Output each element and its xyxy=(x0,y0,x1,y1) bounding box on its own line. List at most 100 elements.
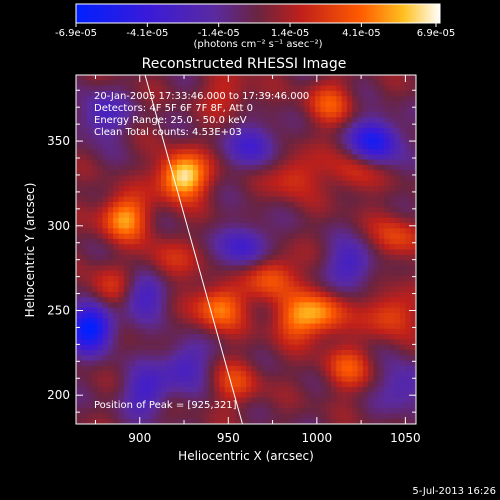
heatmap-cell xyxy=(246,191,252,198)
heatmap-cell xyxy=(240,355,247,362)
heatmap-cell xyxy=(113,175,120,182)
heatmap-cell xyxy=(336,106,343,113)
heatmap-cell xyxy=(139,392,146,399)
heatmap-cell xyxy=(267,371,274,378)
heatmap-cell xyxy=(357,323,364,330)
heatmap-cell xyxy=(107,228,114,235)
heatmap-cell xyxy=(240,217,247,224)
heatmap-cell xyxy=(246,397,252,404)
heatmap-cell xyxy=(331,112,337,118)
heatmap-cell xyxy=(235,106,242,113)
heatmap-cell xyxy=(102,217,109,224)
heatmap-cell xyxy=(373,112,380,118)
heatmap-cell xyxy=(410,381,416,388)
heatmap-cell xyxy=(145,85,151,92)
heatmap-cell xyxy=(410,186,416,192)
heatmap-cell xyxy=(139,112,146,118)
heatmap-cell xyxy=(208,302,215,309)
heatmap-cell xyxy=(91,80,98,87)
heatmap-cell xyxy=(224,138,231,145)
heatmap-cell xyxy=(214,323,221,330)
heatmap-cell xyxy=(320,244,327,251)
heatmap-cell xyxy=(161,260,167,266)
heatmap-cell xyxy=(182,180,189,187)
heatmap-cell xyxy=(373,196,380,203)
heatmap-cell xyxy=(378,365,385,372)
heatmap-cell xyxy=(400,307,406,314)
heatmap-cell xyxy=(336,159,343,166)
heatmap-cell xyxy=(166,397,173,404)
heatmap-cell xyxy=(161,80,167,87)
heatmap-cell xyxy=(246,90,252,97)
heatmap-cell xyxy=(315,223,321,229)
heatmap-cell xyxy=(182,159,189,166)
heatmap-cell xyxy=(272,344,279,351)
heatmap-cell xyxy=(240,307,247,314)
heatmap-cell xyxy=(102,307,109,314)
heatmap-cell xyxy=(192,349,199,356)
heatmap-cell xyxy=(134,244,141,251)
heatmap-cell xyxy=(123,212,130,219)
heatmap-cell xyxy=(325,127,332,134)
heatmap-cell xyxy=(123,286,130,293)
heatmap-cell xyxy=(224,392,231,399)
heatmap-cell xyxy=(235,164,242,171)
heatmap-cell xyxy=(230,365,236,372)
heatmap-cell xyxy=(357,149,364,155)
heatmap-cell xyxy=(400,386,406,393)
heatmap-cell xyxy=(182,254,189,261)
heatmap-cell xyxy=(176,344,183,351)
heatmap-cell xyxy=(389,275,396,282)
heatmap-cell xyxy=(123,328,130,335)
heatmap-cell xyxy=(91,402,98,409)
heatmap-cell xyxy=(293,360,300,367)
heatmap-cell xyxy=(256,80,263,87)
heatmap-cell xyxy=(219,291,226,298)
heatmap-cell xyxy=(176,413,183,420)
heatmap-cell xyxy=(134,371,141,378)
heatmap-cell xyxy=(208,339,215,346)
heatmap-cell xyxy=(214,334,221,340)
heatmap-cell xyxy=(368,143,375,150)
heatmap-cell xyxy=(299,286,306,293)
heatmap-cell xyxy=(219,307,226,314)
heatmap-cell xyxy=(219,355,226,362)
heatmap-cell xyxy=(394,275,401,282)
heatmap-cell xyxy=(405,106,412,113)
heatmap-cell xyxy=(331,201,337,208)
heatmap-cell xyxy=(129,85,136,92)
heatmap-cell xyxy=(91,318,98,325)
heatmap-cell xyxy=(410,127,416,134)
heatmap-cell xyxy=(267,339,274,346)
heatmap-cell xyxy=(198,143,205,150)
heatmap-cell xyxy=(325,244,332,251)
heatmap-cell xyxy=(267,175,274,182)
heatmap-cell xyxy=(256,175,263,182)
heatmap-cell xyxy=(203,180,210,187)
heatmap-cell xyxy=(320,207,327,214)
heatmap-cell xyxy=(118,159,125,166)
heatmap-cell xyxy=(224,360,231,367)
heatmap-cell xyxy=(86,238,93,245)
heatmap-cell xyxy=(368,392,375,399)
heatmap-cell xyxy=(145,191,151,198)
heatmap-cell xyxy=(166,127,173,134)
heatmap-cell xyxy=(208,307,215,314)
heatmap-cell xyxy=(384,180,391,187)
heatmap-cell xyxy=(235,196,242,203)
y-axis-label: Heliocentric Y (arcsec) xyxy=(23,183,37,318)
heatmap-cell xyxy=(182,122,189,129)
heatmap-cell xyxy=(166,371,173,378)
heatmap-cell xyxy=(267,122,274,129)
heatmap-cell xyxy=(277,138,284,145)
heatmap-cell xyxy=(203,281,210,288)
heatmap-cell xyxy=(235,376,242,383)
heatmap-cell xyxy=(224,408,231,415)
heatmap-cell xyxy=(102,381,109,388)
heatmap-cell xyxy=(161,175,167,182)
heatmap-cell xyxy=(277,323,284,330)
heatmap-cell xyxy=(362,122,369,129)
heatmap-cell xyxy=(277,212,284,219)
heatmap-cell xyxy=(309,127,316,134)
heatmap-cell xyxy=(309,217,316,224)
